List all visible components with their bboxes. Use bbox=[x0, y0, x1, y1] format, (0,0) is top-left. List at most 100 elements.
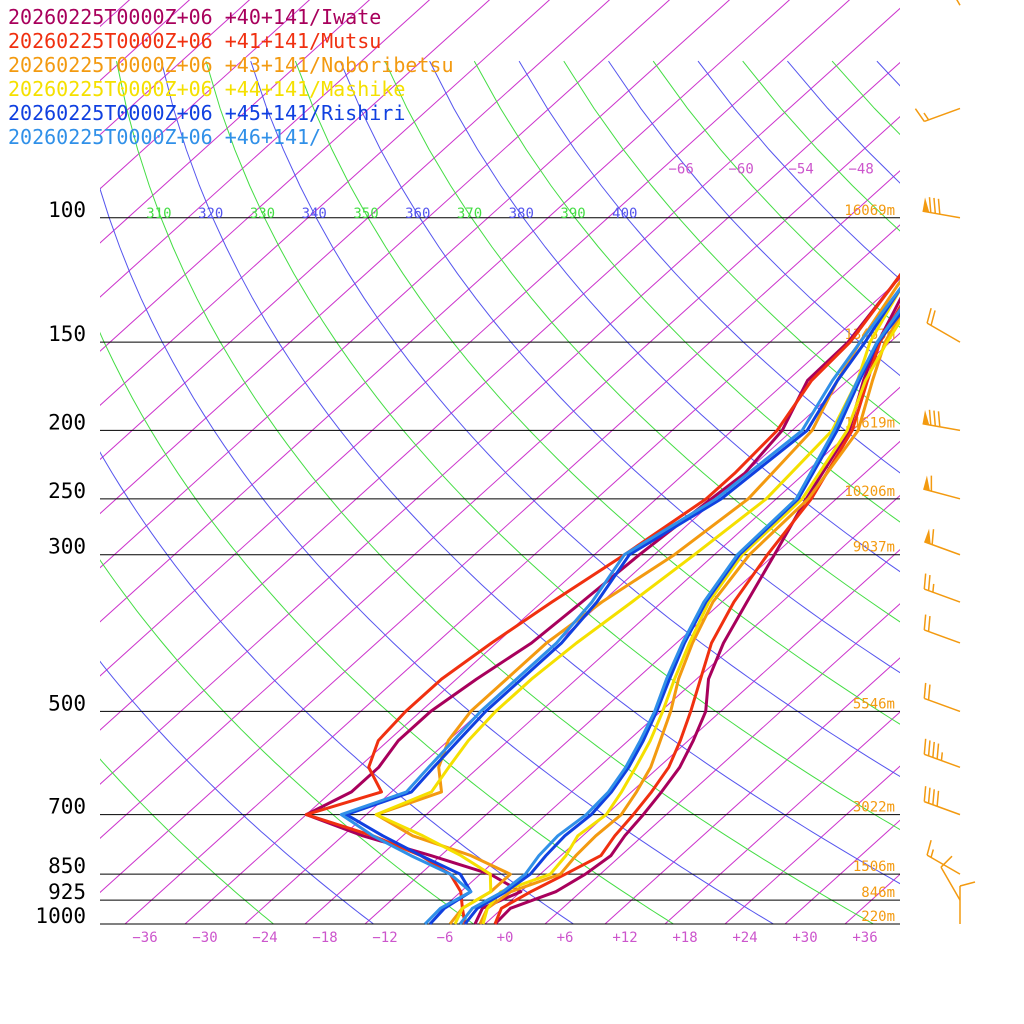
dry-adiabat-line bbox=[384, 60, 900, 623]
isotherm-label: −54 bbox=[789, 162, 814, 178]
pressure-label: 250 bbox=[48, 479, 86, 503]
wind-barb bbox=[959, 881, 976, 924]
isotherm-line bbox=[100, 7, 900, 731]
isotherm-line bbox=[100, 0, 431, 298]
pressure-label: 850 bbox=[48, 854, 86, 878]
dry-adiabat-line bbox=[100, 451, 574, 925]
pressure-label: 300 bbox=[48, 535, 86, 559]
pressure-label: 150 bbox=[48, 322, 86, 346]
dry-adiabat-line bbox=[966, 61, 1024, 924]
isotherm-line bbox=[100, 0, 851, 677]
theta-label: 310 bbox=[146, 206, 171, 222]
theta-label: 400 bbox=[612, 206, 637, 222]
legend-entry: 20260225T0000Z+06 +41+141/Mutsu bbox=[8, 29, 381, 53]
dry-adiabat-line bbox=[473, 60, 900, 523]
x-tick-label: +12 bbox=[612, 930, 637, 946]
x-tick-label: +24 bbox=[732, 930, 757, 946]
wind-barb bbox=[923, 738, 961, 769]
isotherm-line bbox=[100, 0, 371, 244]
temperature-line-5 bbox=[458, 307, 900, 925]
x-tick-label: −6 bbox=[437, 930, 454, 946]
dry-adiabat-line bbox=[205, 60, 900, 831]
dewpoint-line-4 bbox=[344, 286, 900, 925]
isotherm-line bbox=[184, 278, 900, 925]
height-label: 3022m bbox=[853, 800, 895, 816]
dry-adiabat-lines bbox=[100, 60, 1024, 925]
wind-barb bbox=[923, 786, 961, 816]
isotherm-label: −66 bbox=[669, 162, 694, 178]
isotherm-line bbox=[100, 0, 731, 569]
temperature-line-3 bbox=[481, 318, 900, 925]
height-label: 846m bbox=[861, 885, 895, 901]
dry-adiabat-line bbox=[518, 60, 900, 474]
theta-label: 320 bbox=[198, 206, 223, 222]
isotherm-line bbox=[100, 0, 191, 82]
pressure-label: 925 bbox=[48, 880, 86, 904]
isotherm-label: −48 bbox=[849, 162, 874, 178]
isotherm-lines bbox=[100, 0, 1024, 925]
wind-barb bbox=[926, 839, 961, 875]
theta-label: 360 bbox=[405, 206, 430, 222]
pressure-label: 700 bbox=[48, 795, 86, 819]
wind-barb bbox=[924, 528, 961, 556]
legend-entry: 20260225T0000Z+06 +44+141/Mashike bbox=[8, 77, 405, 101]
dewpoint-line-0 bbox=[304, 272, 900, 925]
isotherm-line bbox=[484, 548, 900, 925]
wind-barbs bbox=[914, 0, 976, 924]
dry-adiabat-line bbox=[339, 60, 900, 674]
theta-label: 330 bbox=[250, 206, 275, 222]
dry-adiabat-line bbox=[116, 60, 874, 925]
dry-adiabat-line bbox=[787, 60, 900, 184]
isotherm-line bbox=[544, 603, 900, 925]
wind-barb bbox=[940, 855, 961, 901]
x-tick-label: +30 bbox=[792, 930, 817, 946]
height-label: 1506m bbox=[853, 859, 895, 875]
dry-adiabat-line bbox=[100, 331, 674, 925]
wind-barb bbox=[922, 197, 961, 219]
legend-entry: 20260225T0000Z+06 +43+141/Noboribetsu bbox=[8, 53, 454, 77]
x-tick-label: +36 bbox=[852, 930, 877, 946]
wind-barb bbox=[923, 682, 961, 713]
isotherm-line bbox=[244, 332, 900, 925]
dewpoint-line-5 bbox=[339, 286, 900, 925]
legend-entry: 20260225T0000Z+06 +40+141/Iwate bbox=[8, 5, 381, 29]
x-tick-label: −12 bbox=[372, 930, 397, 946]
wind-barb bbox=[923, 573, 961, 603]
pressure-level-lines bbox=[100, 217, 900, 925]
dewpoint-line-1 bbox=[304, 272, 900, 925]
legend-entry: 20260225T0000Z+06 +46+141/ bbox=[8, 125, 321, 149]
theta-label: 390 bbox=[560, 206, 585, 222]
pressure-label: 200 bbox=[48, 410, 86, 434]
theta-labels: 310 320 330 340 350 360 370 380 390 400 bbox=[146, 206, 637, 222]
isotherm-line bbox=[100, 0, 251, 136]
wind-barb bbox=[923, 475, 961, 500]
temperature-line-0 bbox=[493, 296, 900, 925]
height-label: 9037m bbox=[853, 540, 895, 556]
isotherm-line bbox=[100, 115, 900, 839]
isotherm-line bbox=[124, 224, 900, 925]
isotherm-line bbox=[100, 0, 551, 406]
x-tick-label: −30 bbox=[192, 930, 217, 946]
theta-label: 380 bbox=[509, 206, 534, 222]
legend-entry: 20260225T0000Z+06 +45+141/Rishiri bbox=[8, 101, 405, 125]
isotherm-line bbox=[100, 61, 900, 785]
dry-adiabat-line bbox=[100, 660, 374, 925]
wind-barb bbox=[926, 307, 961, 343]
x-tick-label: −36 bbox=[132, 930, 157, 946]
sounding-profiles bbox=[304, 272, 900, 925]
isotherm-line bbox=[364, 440, 900, 925]
isotherm-line bbox=[664, 711, 900, 925]
isotherm-line bbox=[604, 657, 900, 925]
dry-adiabat-line bbox=[100, 187, 774, 925]
wind-barb bbox=[923, 614, 961, 644]
dry-adiabat-line bbox=[250, 60, 900, 778]
dry-adiabat-line bbox=[429, 60, 900, 573]
height-labels: 16069m13463m11619m10206m9037m5546m3022m1… bbox=[844, 203, 895, 925]
isotherm-line bbox=[905, 0, 1024, 924]
x-axis-tick-labels: −36 −30 −24 −18 −12 −6 +0 +6 +12 +18 +24 +30 +36 bbox=[132, 930, 877, 946]
dry-adiabat-line bbox=[100, 559, 474, 925]
height-label: 10206m bbox=[844, 484, 895, 500]
pressure-label: 500 bbox=[48, 691, 86, 715]
dry-adiabat-line bbox=[876, 60, 900, 87]
